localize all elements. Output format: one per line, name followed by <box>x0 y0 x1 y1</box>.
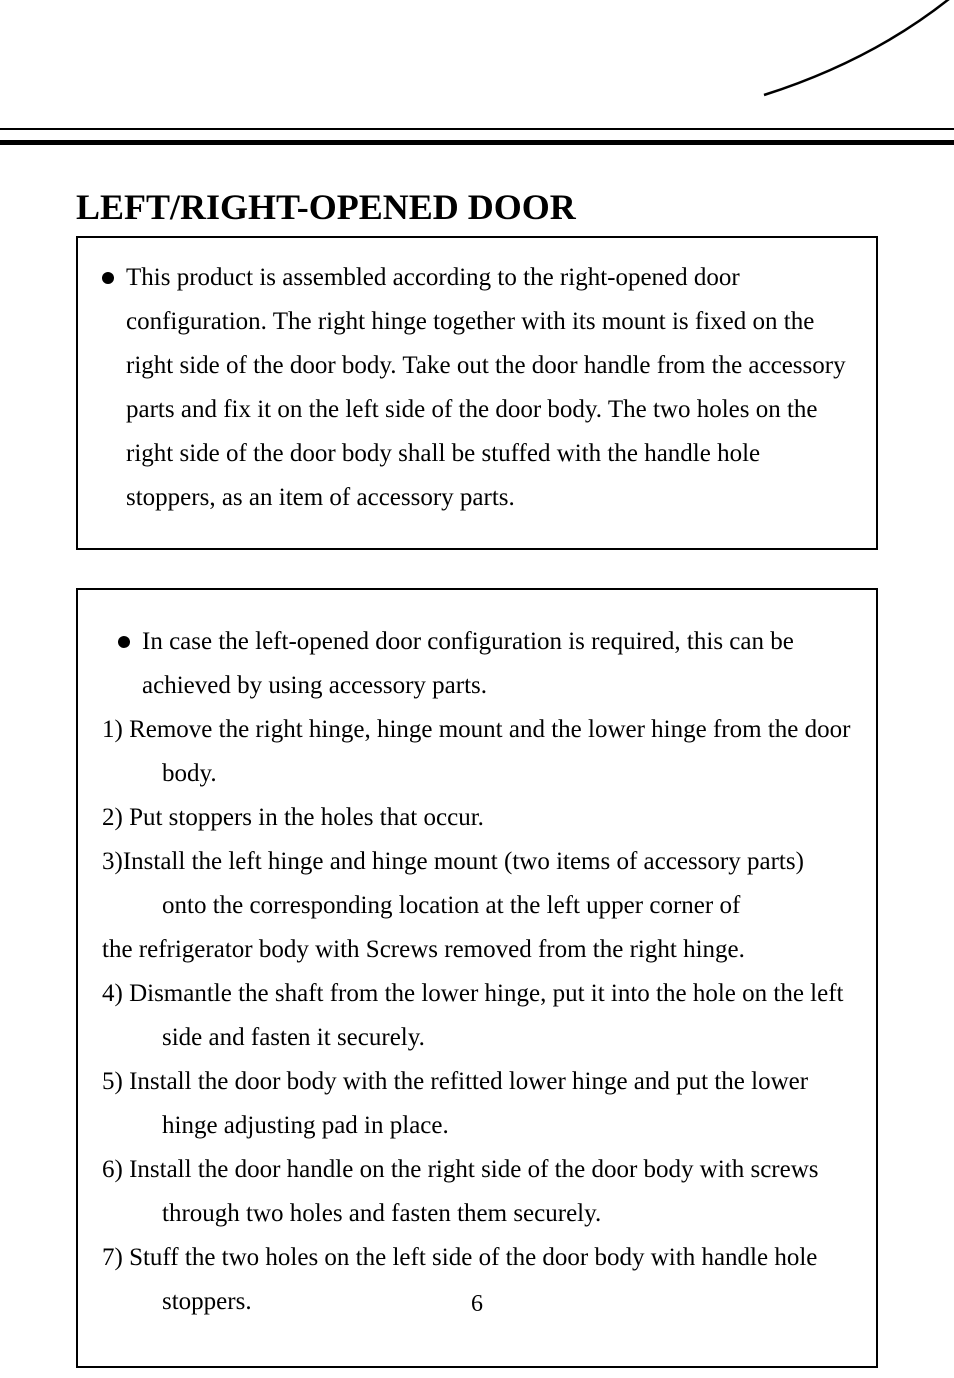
bullet-icon <box>118 636 130 648</box>
horizontal-rule-thin <box>0 128 954 130</box>
body-paragraph: This product is assembled according to t… <box>126 256 852 520</box>
step-5: 5) Install the door body with the refitt… <box>102 1060 852 1148</box>
info-box-1: This product is assembled according to t… <box>76 236 878 550</box>
page-title: LEFT/RIGHT-OPENED DOOR <box>76 186 576 228</box>
step-4: 4) Dismantle the shaft from the lower hi… <box>102 972 852 1060</box>
step-6: 6) Install the door handle on the right … <box>102 1148 852 1236</box>
step-1: 1) Remove the right hinge, hinge mount a… <box>102 708 852 796</box>
bullet-item: In case the left-opened door configurati… <box>118 620 852 708</box>
body-paragraph: In case the left-opened door configurati… <box>142 620 852 708</box>
step-2: 2) Put stoppers in the holes that occur. <box>102 796 852 840</box>
horizontal-rule-bold <box>0 140 954 145</box>
info-box-2: In case the left-opened door configurati… <box>76 588 878 1368</box>
step-3-part-a: 3)Install the left hinge and hinge mount… <box>102 840 852 928</box>
bullet-icon <box>102 272 114 284</box>
page-number: 6 <box>0 1291 954 1318</box>
step-3-part-b: the refrigerator body with Screws remove… <box>102 928 852 972</box>
bullet-item: This product is assembled according to t… <box>102 256 852 520</box>
decorative-swoosh <box>704 0 954 100</box>
